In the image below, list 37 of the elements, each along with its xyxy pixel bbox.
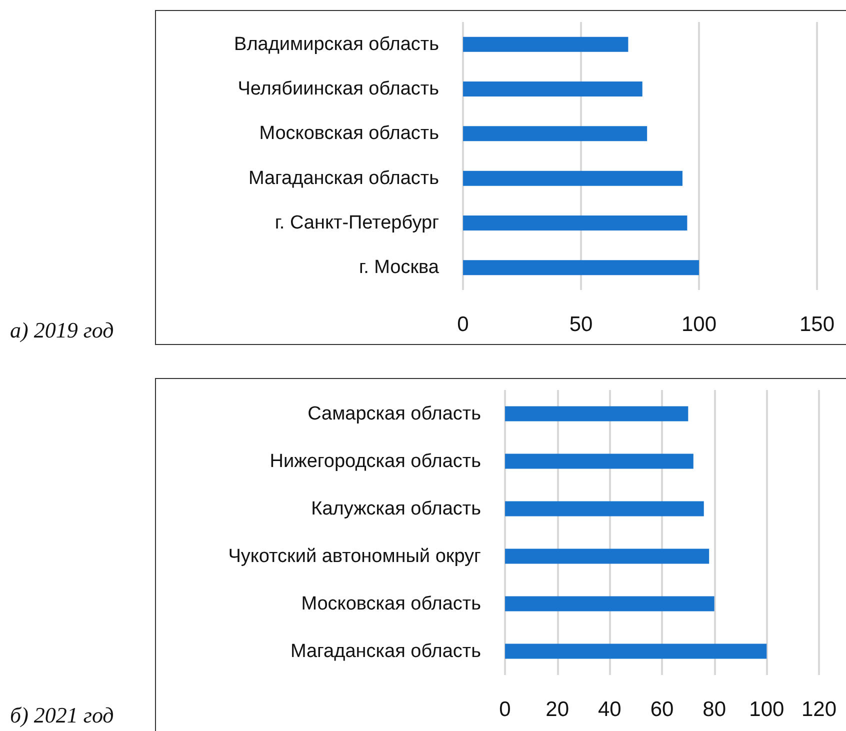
x-tick-label: 60 [650,698,674,721]
bar [463,36,628,52]
text: а) 2019 год [10,318,114,342]
y-tick-label: Нижегородская область [270,450,482,472]
bar [505,596,714,612]
x-tick-label: 100 [749,698,784,721]
y-tick-label: Магаданская область [248,168,440,189]
bar [505,406,688,422]
bar [463,126,648,142]
y-tick-label: Московская область [301,593,482,614]
x-tick-label: 20 [546,698,570,721]
bar [463,260,699,276]
x-tick-label: 0 [499,698,511,721]
bar [505,644,767,659]
y-tick-label: Челябиинская область [238,78,440,100]
y-tick-label: Магаданская область [290,640,482,662]
y-tick-label: Московская область [259,123,440,144]
y-tick-label: г. Москва [358,257,440,278]
bar [505,501,704,516]
bar [505,548,710,564]
bar [463,170,682,186]
x-tick-label: 80 [702,698,726,721]
y-tick-label: Самарская область [308,403,482,424]
y-tick-label: Калужская область [311,498,482,520]
x-tick-label: 0 [457,313,469,336]
x-tick-label: 50 [569,313,593,336]
y-tick-label: г. Санкт-Петербург [274,212,440,234]
x-tick-label: 40 [598,698,622,721]
bar [463,216,688,230]
text: б) 2021 год [10,702,114,728]
y-tick-label: Чукотский автономный округ [228,546,482,567]
bar [505,454,694,469]
y-tick-label: Владимирская область [234,34,440,55]
x-tick-label: 100 [681,313,717,336]
bar [463,82,642,96]
x-tick-label: 120 [801,698,837,721]
x-tick-label: 150 [799,313,835,336]
